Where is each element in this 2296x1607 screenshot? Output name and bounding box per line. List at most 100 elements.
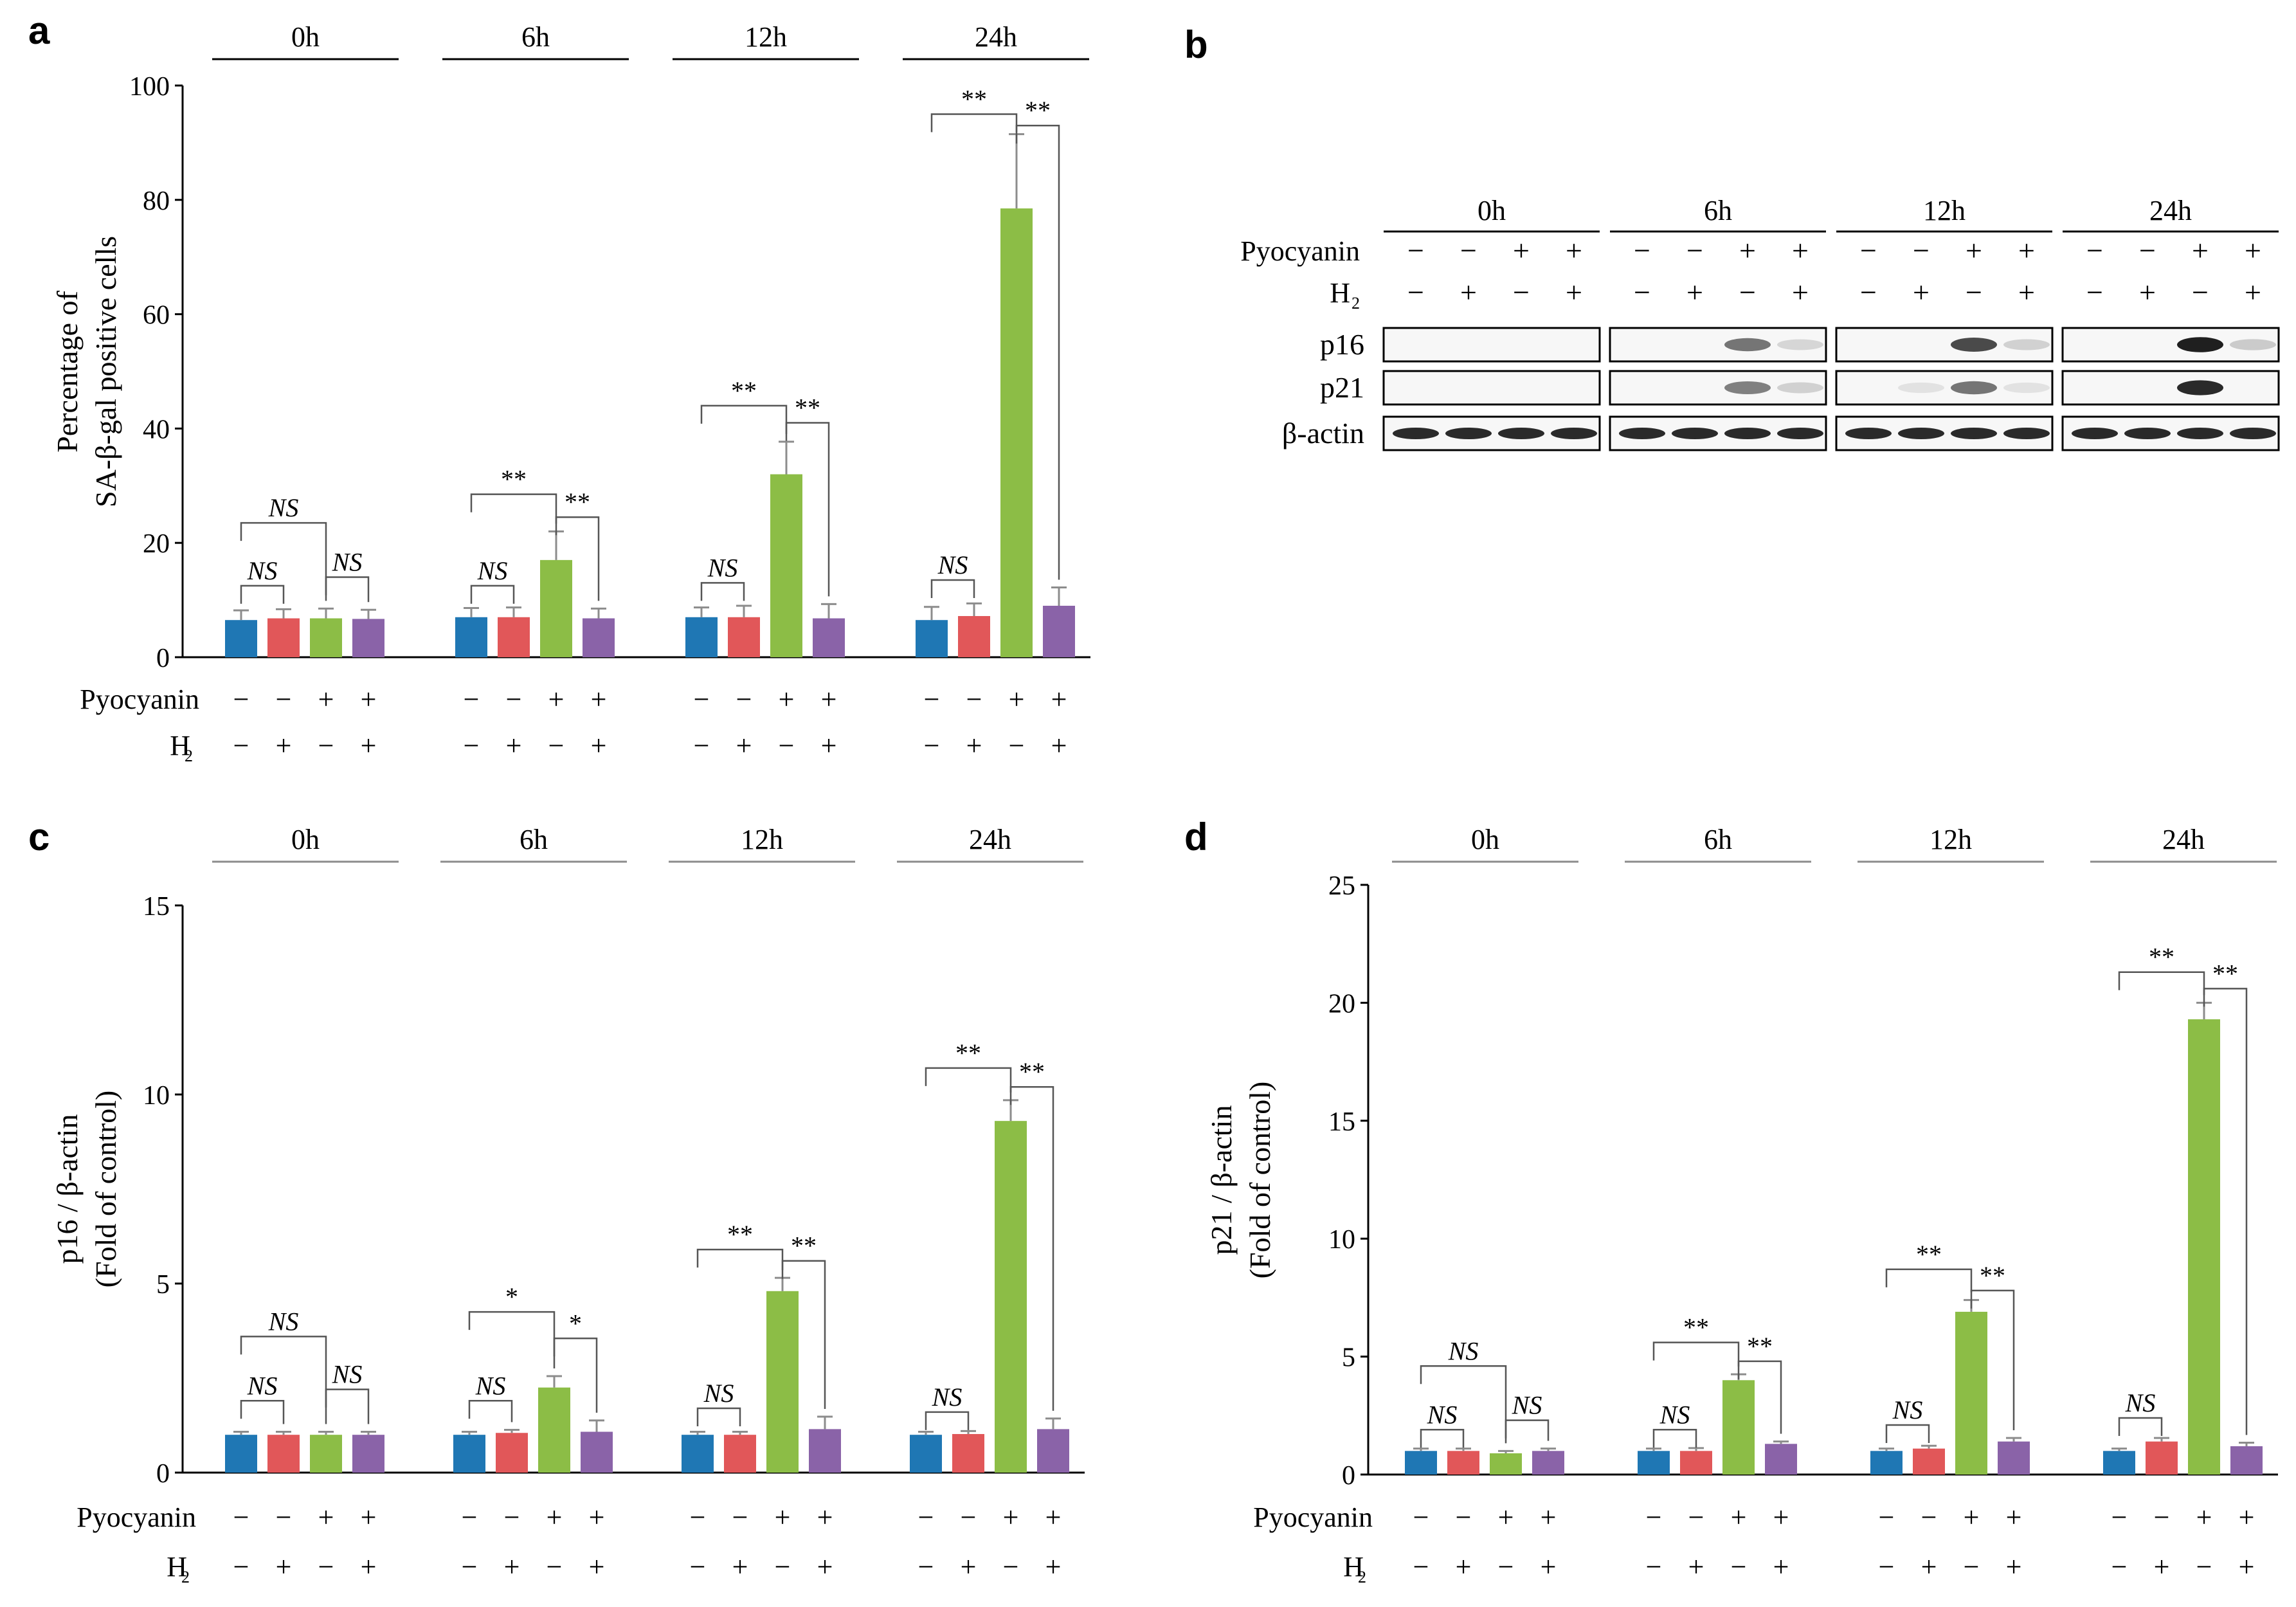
h2-sign: + [361,730,377,761]
panel-c-bar-chart: 0 5 10 15 p16 / β-actin (Fold of control) 0h 6h… [51,824,1085,1586]
y-tick-label: 0 [156,644,170,673]
significance-label: ** [501,465,527,494]
h2-sign: − [1413,1551,1429,1583]
significance-bracket [555,516,600,601]
blot-pyocyanin-sign: + [2245,234,2261,267]
significance-bracket [925,1411,970,1430]
blot-band [1551,428,1597,439]
blot-h2-sign: + [1792,276,1809,309]
pyocyanin-sign: + [2239,1502,2255,1533]
bar [581,1431,613,1473]
blot-pyocyanin-sign: − [1460,234,1477,267]
panel-label-a: a [28,9,50,52]
blot-band [1777,428,1823,439]
pyocyanin-sign: + [1009,684,1025,715]
pyocyanin-sign: + [547,1502,563,1533]
blot-band [2230,428,2276,439]
blot-pyocyanin-sign: − [1686,234,1703,267]
h2-sign: + [1541,1551,1557,1583]
h2-sign: − [1003,1551,1019,1583]
significance-bracket [240,1400,285,1424]
blot-box [1382,370,1601,406]
blot-h2-label-subscript: 2 [1351,294,1360,313]
significance-label: NS [937,550,968,579]
h2-sign: − [1646,1551,1662,1583]
h2-sign: + [591,730,607,761]
pyocyanin-sign: − [462,1502,478,1533]
blot-band [1845,428,1892,439]
h2-sign: + [817,1551,833,1583]
h2-sign: + [1921,1551,1937,1583]
blot-h2-sign: + [2018,276,2035,309]
blot-band [1724,338,1771,352]
bar [770,474,802,657]
pyocyanin-sign: + [589,1502,605,1533]
h2-sign: + [589,1551,605,1583]
y-tick-label: 20 [1328,989,1355,1019]
h2-sign: − [547,1551,563,1583]
blot-h2-sign: − [2192,276,2209,309]
pyocyanin-sign: − [2154,1502,2170,1533]
y-tick-label: 10 [1328,1225,1355,1255]
significance-label: NS [1892,1395,1923,1424]
bar [453,1435,485,1473]
blot-band [1498,428,1544,439]
pyocyanin-sign: − [464,684,480,715]
bar [685,617,718,657]
significance-bracket [696,1407,741,1427]
pyocyanin-sign: − [918,1502,934,1533]
blot-band [1619,428,1665,439]
y-tick-label: 15 [143,892,170,922]
group-label: 24h [2162,824,2205,855]
group-label: 12h [745,21,787,53]
group-label: 6h [521,21,550,53]
h2-sign: − [1879,1551,1895,1583]
blot-band [2230,339,2276,350]
panel-label-c: c [28,815,50,858]
group-label: 0h [291,21,320,53]
significance-bracket [1420,1429,1465,1448]
blot-band [2003,382,2050,394]
bar [1405,1451,1437,1475]
y-tick-label: 80 [143,186,170,216]
h2-sign: + [2239,1551,2255,1583]
blot-pyocyanin-sign: + [1739,234,1756,267]
y-tick-label: 5 [156,1270,170,1300]
group-label: 6h [520,824,548,855]
significance-label: * [505,1282,518,1311]
significance-bracket [930,113,1018,132]
blot-pyocyanin-sign: − [1407,234,1424,267]
blot-pyocyanin-sign: − [2139,234,2156,267]
h2-row-label: H [167,1551,187,1583]
pyocyanin-sign: + [775,1502,791,1533]
blot-band [1724,381,1771,394]
pyocyanin-row-label: Pyocyanin [77,1502,196,1533]
pyocyanin-sign: − [732,1502,748,1533]
pyocyanin-sign: + [1003,1502,1019,1533]
blot-group-label: 12h [1923,195,1966,226]
bar [352,619,384,657]
h2-sign: − [233,730,249,761]
h2-row-label-subscript: 2 [1358,1568,1366,1586]
pyocyanin-sign: + [821,684,837,715]
significance-label: NS [2125,1388,2156,1417]
blot-box [2061,370,2280,406]
h2-sign: + [1051,730,1067,761]
h2-sign: + [1688,1551,1704,1583]
pyocyanin-sign: − [1879,1502,1895,1533]
significance-label: ** [565,487,590,516]
pyocyanin-sign: + [591,684,607,715]
bar [724,1435,756,1473]
y-tick-label: 0 [1342,1461,1355,1491]
blot-pyocyanin-sign: − [1860,234,1877,267]
blot-band [1393,428,1439,439]
bar [813,618,845,657]
significance-label: NS [247,1371,278,1400]
significance-label: NS [707,553,738,582]
pyocyanin-sign: + [817,1502,833,1533]
blot-band [2072,428,2118,439]
h2-sign: − [918,1551,934,1583]
y-tick-label: 60 [143,301,170,331]
significance-bracket [468,1311,556,1369]
significance-label: ** [1980,1261,2005,1290]
